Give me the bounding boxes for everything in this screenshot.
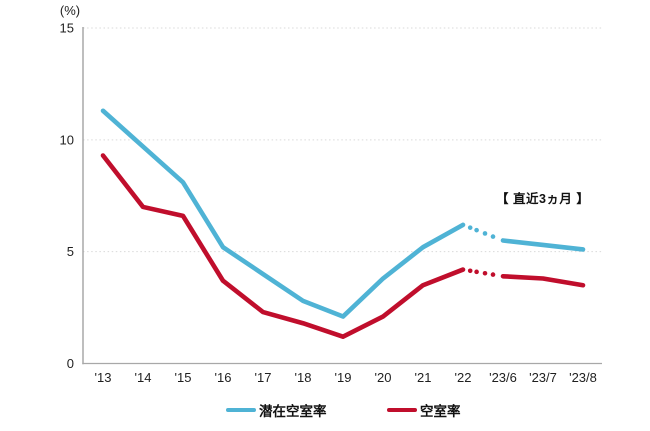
series-dotted-gap-dot-0-3 <box>490 234 496 239</box>
series-dotted-gap-dot-1-1 <box>474 269 479 275</box>
legend-item-vacancy: 空室率 <box>387 402 461 419</box>
x-tick-label-0: '13 <box>95 370 112 385</box>
y-axis-unit-label: (%) <box>59 3 81 18</box>
x-tick-label-2: '15 <box>175 370 192 385</box>
x-tick-label-3: '16 <box>215 370 232 385</box>
recent-3-months-annotation: 【 直近3ヵ月 】 <box>496 192 590 206</box>
y-tick-label-5: 5 <box>67 244 74 259</box>
y-tick-label-0: 0 <box>67 356 74 371</box>
x-tick-label-4: '17 <box>255 370 272 385</box>
legend-swatch-latent-vacancy <box>226 407 256 413</box>
x-tick-label-10: '23/6 <box>489 370 517 385</box>
x-tick-label-7: '20 <box>375 370 392 385</box>
series-line-recent-1 <box>500 273 586 288</box>
legend-label-latent-vacancy: 潜在空室率 <box>259 404 327 419</box>
series-dotted-gap-dot-0-2 <box>482 231 488 236</box>
x-tick-label-1: '14 <box>135 370 152 385</box>
y-tick-label-10: 10 <box>60 132 74 147</box>
legend-swatch-vacancy <box>387 407 417 413</box>
series-line-solid-0 <box>100 108 466 319</box>
series-dotted-gap-dot-1-0 <box>467 268 473 274</box>
y-tick-label-15: 15 <box>60 21 74 36</box>
x-tick-label-11: '23/7 <box>529 370 557 385</box>
x-tick-label-6: '19 <box>335 370 352 385</box>
x-tick-label-9: '22 <box>455 370 472 385</box>
legend-item-latent-vacancy: 潜在空室率 <box>226 402 327 419</box>
series-line-recent-0 <box>500 238 586 252</box>
x-tick-label-5: '18 <box>295 370 312 385</box>
series-line-solid-1 <box>100 153 466 339</box>
series-dotted-gap-dot-1-3 <box>490 272 496 277</box>
series-dotted-gap-dot-0-1 <box>474 227 479 233</box>
series-dotted-gap-dot-0-0 <box>467 225 473 230</box>
x-tick-label-12: '23/8 <box>569 370 597 385</box>
legend-label-vacancy: 空室率 <box>420 404 461 419</box>
x-tick-label-8: '21 <box>415 370 432 385</box>
series-dotted-gap-dot-1-2 <box>482 270 488 276</box>
